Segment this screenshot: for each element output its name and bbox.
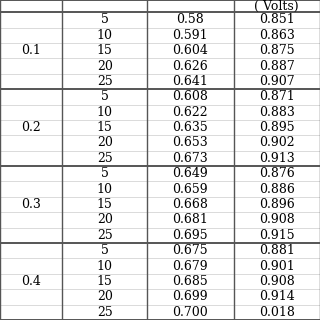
Text: 25: 25 — [97, 152, 113, 165]
Text: 0.914: 0.914 — [259, 291, 295, 303]
Text: 0.685: 0.685 — [172, 275, 208, 288]
Text: 0.659: 0.659 — [172, 183, 208, 196]
Text: 20: 20 — [97, 213, 113, 227]
Text: 0.699: 0.699 — [172, 291, 208, 303]
Text: 0.901: 0.901 — [259, 260, 295, 273]
Text: 0.876: 0.876 — [259, 167, 295, 180]
Text: 10: 10 — [97, 260, 113, 273]
Text: 5: 5 — [101, 13, 109, 26]
Text: 0.896: 0.896 — [259, 198, 295, 211]
Text: 25: 25 — [97, 229, 113, 242]
Text: 0.4: 0.4 — [21, 275, 41, 288]
Text: 0.2: 0.2 — [21, 121, 41, 134]
Text: 0.875: 0.875 — [259, 44, 295, 57]
Text: 0.863: 0.863 — [259, 29, 295, 42]
Text: 0.668: 0.668 — [172, 198, 208, 211]
Text: 0.881: 0.881 — [259, 244, 295, 257]
Text: 0.679: 0.679 — [172, 260, 208, 273]
Text: 0.622: 0.622 — [172, 106, 208, 119]
Text: 25: 25 — [97, 75, 113, 88]
Text: 0.681: 0.681 — [172, 213, 208, 227]
Text: 20: 20 — [97, 137, 113, 149]
Text: 5: 5 — [101, 244, 109, 257]
Text: 0.871: 0.871 — [259, 90, 295, 103]
Text: 0.675: 0.675 — [172, 244, 208, 257]
Text: 0.907: 0.907 — [259, 75, 295, 88]
Text: ( Volts): ( Volts) — [254, 0, 299, 12]
Text: 0.604: 0.604 — [172, 44, 208, 57]
Text: 15: 15 — [97, 121, 113, 134]
Text: 10: 10 — [97, 106, 113, 119]
Text: 10: 10 — [97, 183, 113, 196]
Text: 0.58: 0.58 — [177, 13, 204, 26]
Text: 0.673: 0.673 — [172, 152, 208, 165]
Text: 0.591: 0.591 — [172, 29, 208, 42]
Text: 0.608: 0.608 — [172, 90, 208, 103]
Text: 0.895: 0.895 — [259, 121, 295, 134]
Text: 0.908: 0.908 — [259, 275, 295, 288]
Text: 0.902: 0.902 — [259, 137, 295, 149]
Text: 20: 20 — [97, 60, 113, 73]
Text: 15: 15 — [97, 44, 113, 57]
Text: 0.915: 0.915 — [259, 229, 295, 242]
Text: 0.908: 0.908 — [259, 213, 295, 227]
Text: 0.700: 0.700 — [172, 306, 208, 319]
Text: 0.886: 0.886 — [259, 183, 295, 196]
Text: 0.887: 0.887 — [259, 60, 295, 73]
Text: 0.018: 0.018 — [259, 306, 295, 319]
Text: 0.626: 0.626 — [172, 60, 208, 73]
Text: 0.3: 0.3 — [21, 198, 41, 211]
Text: 0.913: 0.913 — [259, 152, 295, 165]
Text: 5: 5 — [101, 167, 109, 180]
Text: 0.1: 0.1 — [21, 44, 41, 57]
Text: 0.653: 0.653 — [172, 137, 208, 149]
Text: 0.635: 0.635 — [172, 121, 208, 134]
Text: 0.695: 0.695 — [172, 229, 208, 242]
Text: 15: 15 — [97, 198, 113, 211]
Text: 0.641: 0.641 — [172, 75, 208, 88]
Text: 20: 20 — [97, 291, 113, 303]
Text: 0.851: 0.851 — [259, 13, 295, 26]
Text: 10: 10 — [97, 29, 113, 42]
Text: 5: 5 — [101, 90, 109, 103]
Text: 25: 25 — [97, 306, 113, 319]
Text: 0.649: 0.649 — [172, 167, 208, 180]
Text: 15: 15 — [97, 275, 113, 288]
Text: 0.883: 0.883 — [259, 106, 295, 119]
